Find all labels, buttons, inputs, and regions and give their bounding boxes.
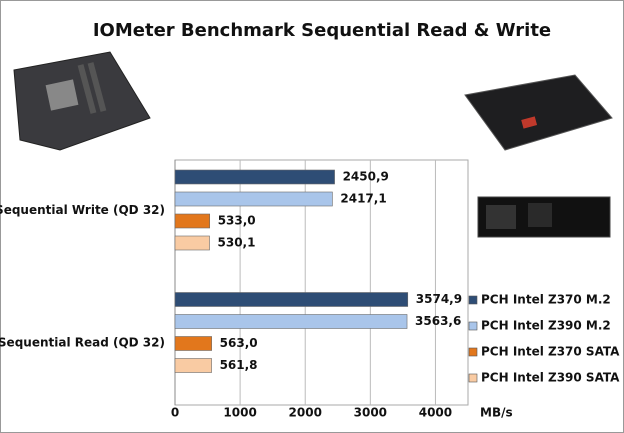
value-label: 563,0 — [220, 336, 258, 350]
legend-label: PCH Intel Z390 M.2 — [481, 319, 611, 333]
x-tick-label: 4000 — [419, 406, 452, 420]
value-label: 533,0 — [218, 214, 256, 228]
legend-label: PCH Intel Z370 SATA — [481, 345, 620, 359]
x-tick-label: 1000 — [223, 406, 256, 420]
chart-title: IOMeter Benchmark Sequential Read & Writ… — [93, 20, 551, 41]
ssd-image — [464, 74, 613, 151]
legend-swatch — [468, 347, 478, 357]
value-label: 2417,1 — [340, 192, 386, 206]
x-tick-label: 3000 — [354, 406, 387, 420]
value-label: 3574,9 — [416, 292, 462, 306]
x-tick-label: 0 — [171, 406, 179, 420]
x-axis-label: MB/s — [480, 406, 513, 420]
bar — [174, 358, 212, 373]
bar — [174, 191, 333, 207]
value-label: 3563,6 — [415, 314, 461, 328]
value-label: 530,1 — [218, 236, 256, 250]
bar — [174, 213, 211, 229]
value-label: 2450,9 — [343, 170, 389, 184]
bar — [174, 292, 409, 307]
bar — [174, 314, 408, 329]
legend-swatch — [468, 321, 478, 331]
y-tick-label: Sequential Read (QD 32) — [0, 335, 165, 349]
y-tick-label: Sequential Write (QD 32) — [0, 203, 165, 217]
nvme-image — [477, 196, 611, 238]
x-tick-label: 2000 — [289, 406, 322, 420]
bar — [174, 235, 210, 251]
bar — [174, 169, 335, 185]
legend-label: PCH Intel Z390 SATA — [481, 371, 620, 385]
bar — [174, 336, 212, 351]
legend-swatch — [468, 295, 478, 305]
legend-label: PCH Intel Z370 M.2 — [481, 293, 611, 307]
motherboard-image — [13, 51, 151, 151]
legend-swatch — [468, 373, 478, 383]
value-label: 561,8 — [220, 358, 258, 372]
